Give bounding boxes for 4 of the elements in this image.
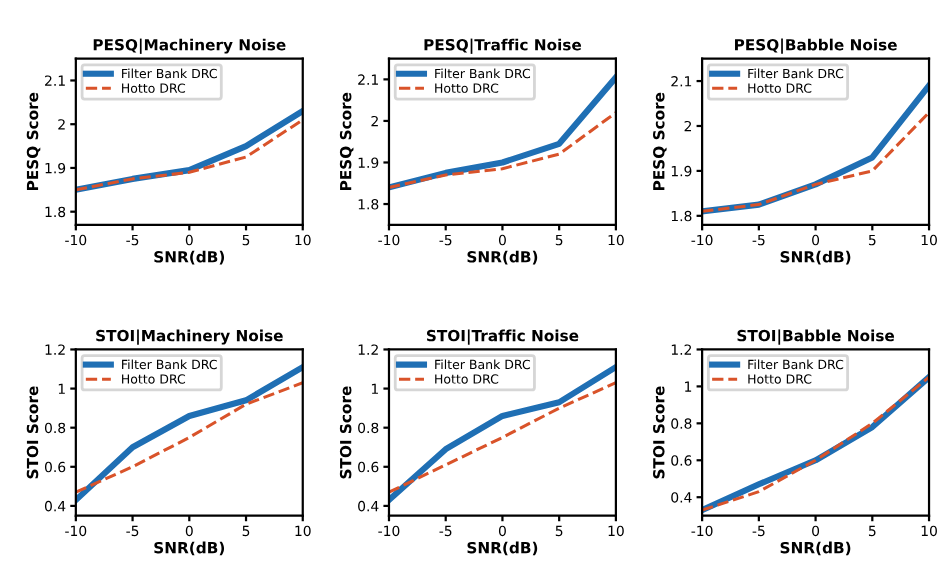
line-series: [702, 110, 930, 213]
line-series: [75, 381, 303, 494]
line-series: [388, 111, 616, 189]
line-series: [388, 381, 616, 494]
